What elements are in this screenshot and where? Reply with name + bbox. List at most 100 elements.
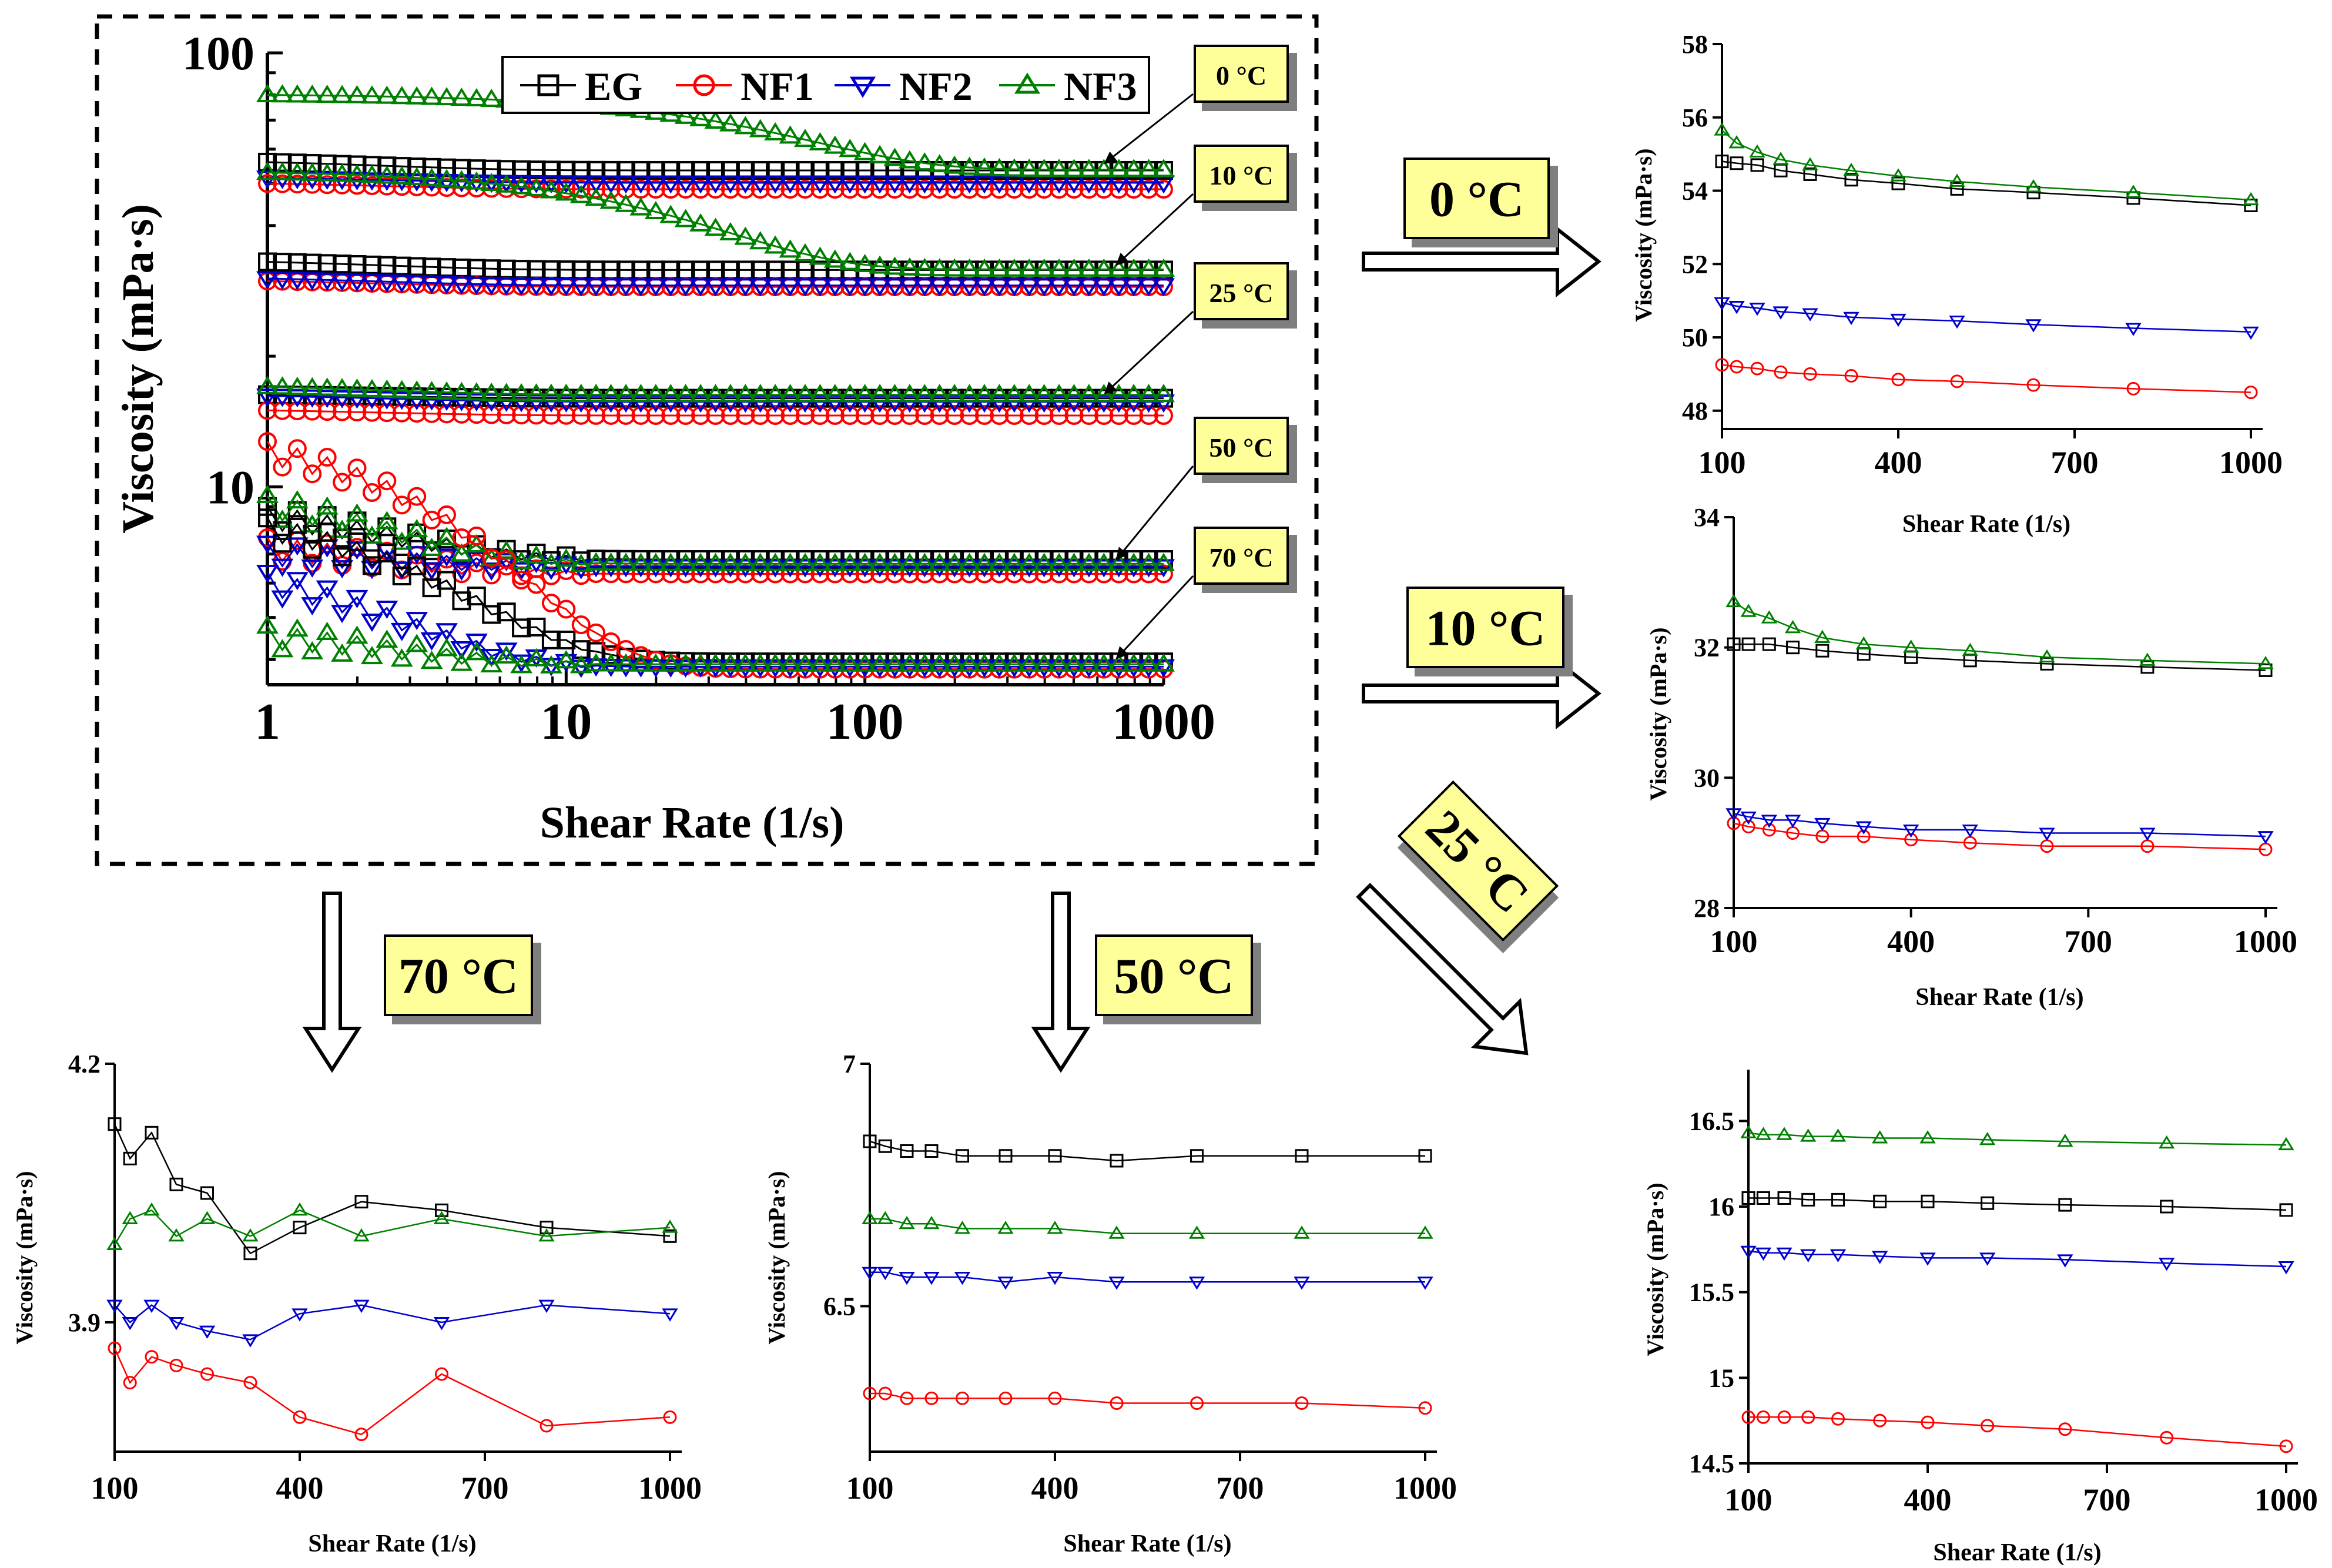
- t25-x-tick-label-400: 400: [1904, 1482, 1952, 1517]
- t25-y-tick-label: 14.5: [1689, 1449, 1734, 1478]
- main-point-NF2: [749, 278, 772, 297]
- main-point-NF3: [1003, 384, 1026, 403]
- t70-y-axis-label: Viscosity (mPa·s): [11, 1171, 38, 1344]
- t50-point-NF3: [1188, 1225, 1205, 1239]
- t50-point-NF2: [1188, 1276, 1205, 1290]
- main-point-NF2: [988, 559, 1011, 578]
- main-point-NF2: [629, 394, 652, 413]
- t50-line-NF2: [870, 1271, 1425, 1283]
- main-point-NF1: [601, 406, 621, 425]
- t10-point-EG: [1815, 644, 1830, 658]
- main-point-EG: [557, 631, 576, 650]
- main-point-NF3: [719, 653, 742, 672]
- main-point-NF2: [271, 590, 294, 609]
- main-point-EG: [333, 547, 352, 567]
- main-point-NF3: [958, 156, 981, 175]
- main-point-NF2: [869, 559, 892, 578]
- main-point-NF3: [928, 552, 951, 571]
- main-point-NF2: [1048, 559, 1071, 578]
- main-point-NF2: [316, 580, 339, 599]
- main-point-NF3: [958, 552, 981, 571]
- label-10c: 10 °C: [1406, 587, 1564, 668]
- main-point-NF2: [465, 634, 488, 652]
- t70-point-NF2: [538, 1299, 555, 1314]
- t10-point-NF3: [1725, 594, 1742, 608]
- main-point-NF1: [287, 401, 307, 421]
- t70-point-NF1: [169, 1358, 183, 1372]
- main-point-NF3: [869, 384, 892, 403]
- main-point-NF3: [376, 629, 398, 648]
- main-point-NF2: [883, 278, 906, 297]
- t70-point-NF3: [662, 1219, 678, 1233]
- t0-point-NF1: [1891, 373, 1905, 387]
- main-point-NF1: [1154, 406, 1173, 425]
- main-point-NF2: [1003, 559, 1026, 578]
- main-point-NF3: [1048, 653, 1071, 672]
- main-point-NF3: [1123, 384, 1145, 403]
- t0-point-EG: [1803, 167, 1817, 181]
- main-point-NF2: [988, 175, 1011, 194]
- main-point-NF3: [420, 651, 443, 669]
- t25-x-tick-label-100: 100: [1725, 1482, 1773, 1517]
- main-curve-50C: [256, 484, 1175, 585]
- main-point-NF3: [286, 490, 309, 509]
- t0-point-EG: [1891, 176, 1905, 190]
- main-point-NF3: [1152, 384, 1175, 403]
- main-point-NF2: [853, 659, 876, 678]
- temp-callout-label: 50 °C: [1209, 433, 1273, 463]
- main-point-NF3: [406, 167, 428, 186]
- main-point-NF1: [900, 406, 919, 425]
- main-point-NF1: [1124, 180, 1144, 199]
- t0-y-tick-label: 52: [1682, 250, 1708, 279]
- arrow-10c: [1362, 657, 1601, 730]
- main-point-NF1: [377, 471, 397, 491]
- main-point-NF3: [540, 180, 562, 199]
- main-point-NF2: [659, 659, 682, 678]
- main-point-NF3: [256, 84, 279, 103]
- t25-point-EG: [1741, 1191, 1755, 1205]
- main-point-NF2: [644, 659, 667, 678]
- main-point-EG: [541, 160, 561, 180]
- main-point-NF3: [853, 653, 876, 672]
- main-point-NF2: [644, 559, 667, 578]
- main-point-NF1: [557, 179, 576, 199]
- main-point-NF3: [988, 158, 1011, 176]
- main-point-NF1: [407, 487, 427, 506]
- main-point-NF2: [779, 175, 802, 194]
- main-point-EG: [258, 508, 277, 528]
- legend-label-NF2: NF2: [899, 64, 973, 109]
- temp-callout-label: 25 °C: [1209, 278, 1273, 308]
- t25-point-NF2: [1800, 1249, 1817, 1262]
- main-point-NF3: [510, 383, 533, 401]
- main-point-NF3: [644, 384, 667, 403]
- main-point-NF3: [1077, 384, 1100, 403]
- main-series-line-NF1: [266, 441, 1164, 671]
- main-series-line-NF3: [266, 625, 1164, 668]
- main-y-tick-label-100: 100: [182, 26, 254, 80]
- main-point-NF2: [1063, 659, 1085, 678]
- main-point-NF1: [1154, 180, 1173, 199]
- main-point-NF3: [629, 552, 652, 571]
- main-series-line-NF1: [267, 280, 1164, 288]
- main-point-NF2: [794, 175, 816, 194]
- main-point-NF1: [661, 180, 681, 199]
- main-point-NF3: [555, 650, 578, 669]
- t10-point-NF2: [1740, 811, 1757, 825]
- main-point-NF2: [913, 394, 936, 413]
- main-point-NF2: [346, 273, 368, 292]
- main-point-NF3: [555, 182, 578, 201]
- t25-point-NF2: [2057, 1254, 2073, 1268]
- main-point-NF2: [928, 559, 951, 578]
- main-point-NF3: [286, 618, 309, 637]
- main-point-NF3: [928, 154, 951, 173]
- temp-callout-label: 10 °C: [1209, 160, 1273, 190]
- t0-point-NF2: [1728, 301, 1745, 314]
- t25-point-NF1: [1981, 1419, 1995, 1433]
- main-point-NF3: [869, 255, 892, 274]
- main-point-NF3: [435, 87, 458, 106]
- main-point-NF3: [599, 190, 622, 209]
- main-point-NF3: [1033, 258, 1056, 277]
- main-point-NF3: [629, 384, 652, 403]
- temp-callout-2: 25 °C: [1104, 262, 1289, 395]
- t10-point-NF2: [1855, 821, 1872, 835]
